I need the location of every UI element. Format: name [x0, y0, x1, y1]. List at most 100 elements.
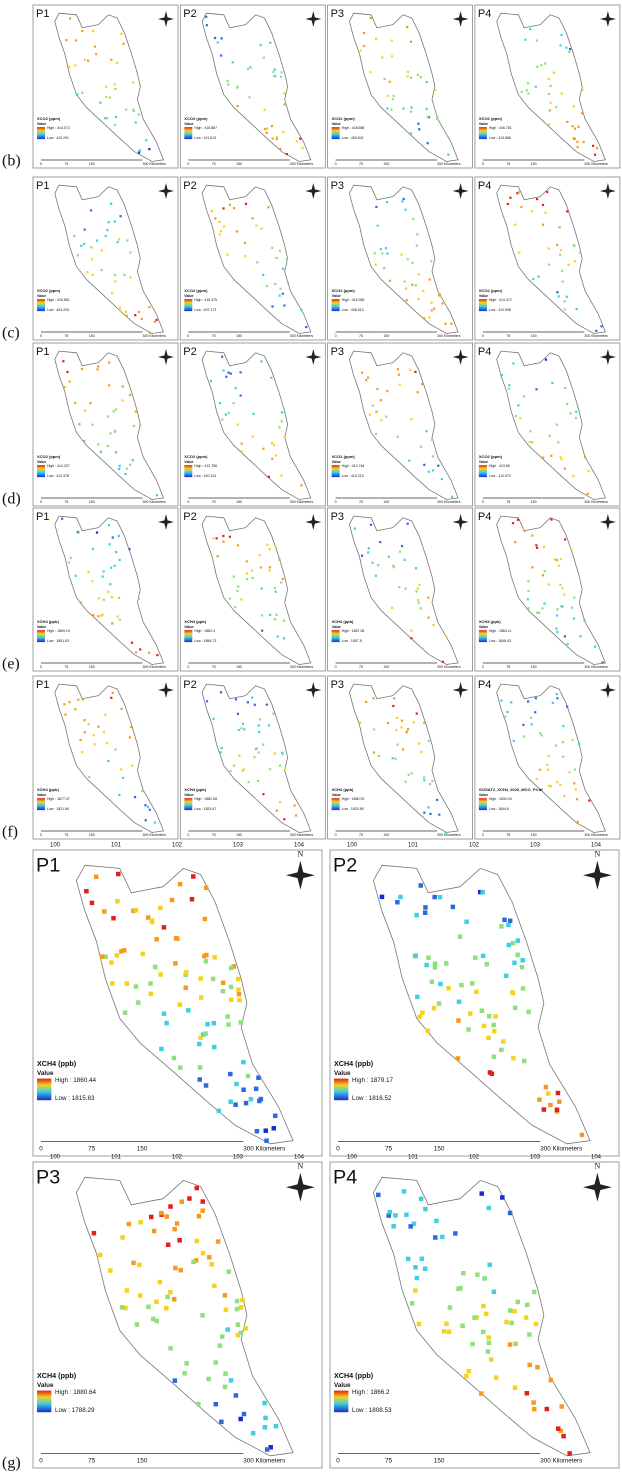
data-pixel [148, 331, 151, 334]
data-pixel [225, 375, 228, 378]
data-pixel [481, 1023, 487, 1029]
data-pixel [281, 751, 284, 754]
data-pixel [118, 793, 121, 797]
data-pixel [236, 987, 241, 992]
data-pixel [515, 952, 520, 958]
data-pixel [499, 924, 504, 929]
data-pixel [418, 1196, 424, 1202]
peninsula-outline [496, 184, 606, 334]
data-pixel [183, 985, 189, 990]
peninsula-outline [496, 12, 606, 162]
data-pixel [374, 263, 378, 266]
legend-value-label: Value [184, 625, 193, 629]
data-pixel [534, 85, 537, 88]
data-pixel [380, 419, 383, 422]
data-pixel [273, 68, 276, 71]
data-pixel [274, 454, 278, 457]
data-pixel [400, 719, 404, 722]
data-pixel [560, 33, 563, 37]
data-pixel [168, 1204, 173, 1209]
north-arrow [305, 682, 322, 698]
data-pixel [129, 251, 132, 254]
data-pixel [564, 386, 567, 390]
data-pixel [410, 629, 413, 632]
data-pixel [404, 208, 407, 211]
data-pixel [386, 390, 389, 393]
scale-label: 0 [187, 665, 189, 669]
data-pixel [235, 230, 239, 233]
data-pixel [241, 1411, 247, 1417]
data-pixel [264, 1447, 270, 1452]
data-pixel [87, 723, 90, 726]
longitude-label: 104 [591, 1155, 602, 1161]
longitude-label: 104 [294, 843, 305, 849]
data-pixel [110, 981, 115, 986]
data-pixel [436, 1001, 442, 1006]
data-pixel [80, 368, 84, 371]
data-pixel [233, 764, 236, 767]
data-pixel [550, 518, 553, 521]
peninsula-outline [201, 515, 312, 665]
data-pixel [416, 1321, 422, 1327]
data-pixel [219, 751, 222, 754]
data-pixel [514, 541, 517, 544]
peninsula-outline [75, 864, 294, 1145]
peninsula-outline [75, 1176, 294, 1457]
north-arrow [599, 514, 616, 530]
data-pixel [226, 79, 229, 83]
data-pixel [474, 1315, 480, 1320]
data-pixel [416, 391, 419, 394]
data-pixel [271, 305, 274, 308]
data-pixel [223, 225, 226, 228]
data-pixel [527, 1332, 532, 1337]
data-pixel [200, 1313, 205, 1318]
data-pixel [539, 732, 542, 735]
data-pixel [523, 1315, 529, 1320]
data-pixel [271, 246, 274, 249]
data-pixel [130, 725, 133, 729]
data-pixel [148, 148, 151, 151]
data-pixel [184, 1361, 189, 1366]
legend-high: High : 1882.58 [194, 797, 217, 801]
data-pixel [131, 908, 136, 914]
data-pixel [273, 1423, 279, 1429]
data-pixel [146, 1304, 151, 1310]
data-pixel [537, 1097, 542, 1102]
legend-title: XCO2 (ppm) [332, 116, 356, 121]
data-pixel [428, 316, 431, 319]
scale-label: 0 [336, 1145, 340, 1152]
data-pixel [236, 589, 239, 593]
data-pixel [145, 139, 148, 142]
data-pixel [216, 41, 219, 44]
data-pixel [177, 881, 183, 887]
data-pixel [246, 67, 250, 71]
data-pixel [432, 961, 438, 966]
data-pixel [509, 196, 512, 199]
data-pixel [122, 776, 125, 779]
data-pixel [568, 771, 571, 774]
data-pixel [243, 1100, 249, 1106]
panel-label: P4 [333, 1166, 357, 1188]
data-pixel [119, 949, 124, 954]
data-pixel [491, 1289, 497, 1295]
data-pixel [83, 58, 87, 62]
data-pixel [262, 447, 265, 450]
data-pixel [549, 101, 552, 104]
data-pixel [516, 192, 519, 195]
data-pixel [285, 258, 288, 261]
data-pixel [566, 120, 569, 123]
data-pixel [431, 438, 434, 441]
data-pixel [200, 1208, 205, 1213]
data-pixel [294, 814, 298, 817]
data-pixel [245, 1073, 251, 1079]
data-pixel [113, 273, 117, 277]
peninsula-outline [348, 12, 459, 162]
data-pixel [421, 382, 424, 386]
data-pixel [228, 984, 234, 990]
data-pixel [243, 728, 246, 731]
data-pixel [480, 890, 485, 895]
data-pixel [581, 88, 584, 91]
scale-label: 75 [359, 833, 363, 837]
legend-low: Low : 1844.6 [489, 807, 509, 811]
data-pixel [417, 1014, 422, 1020]
